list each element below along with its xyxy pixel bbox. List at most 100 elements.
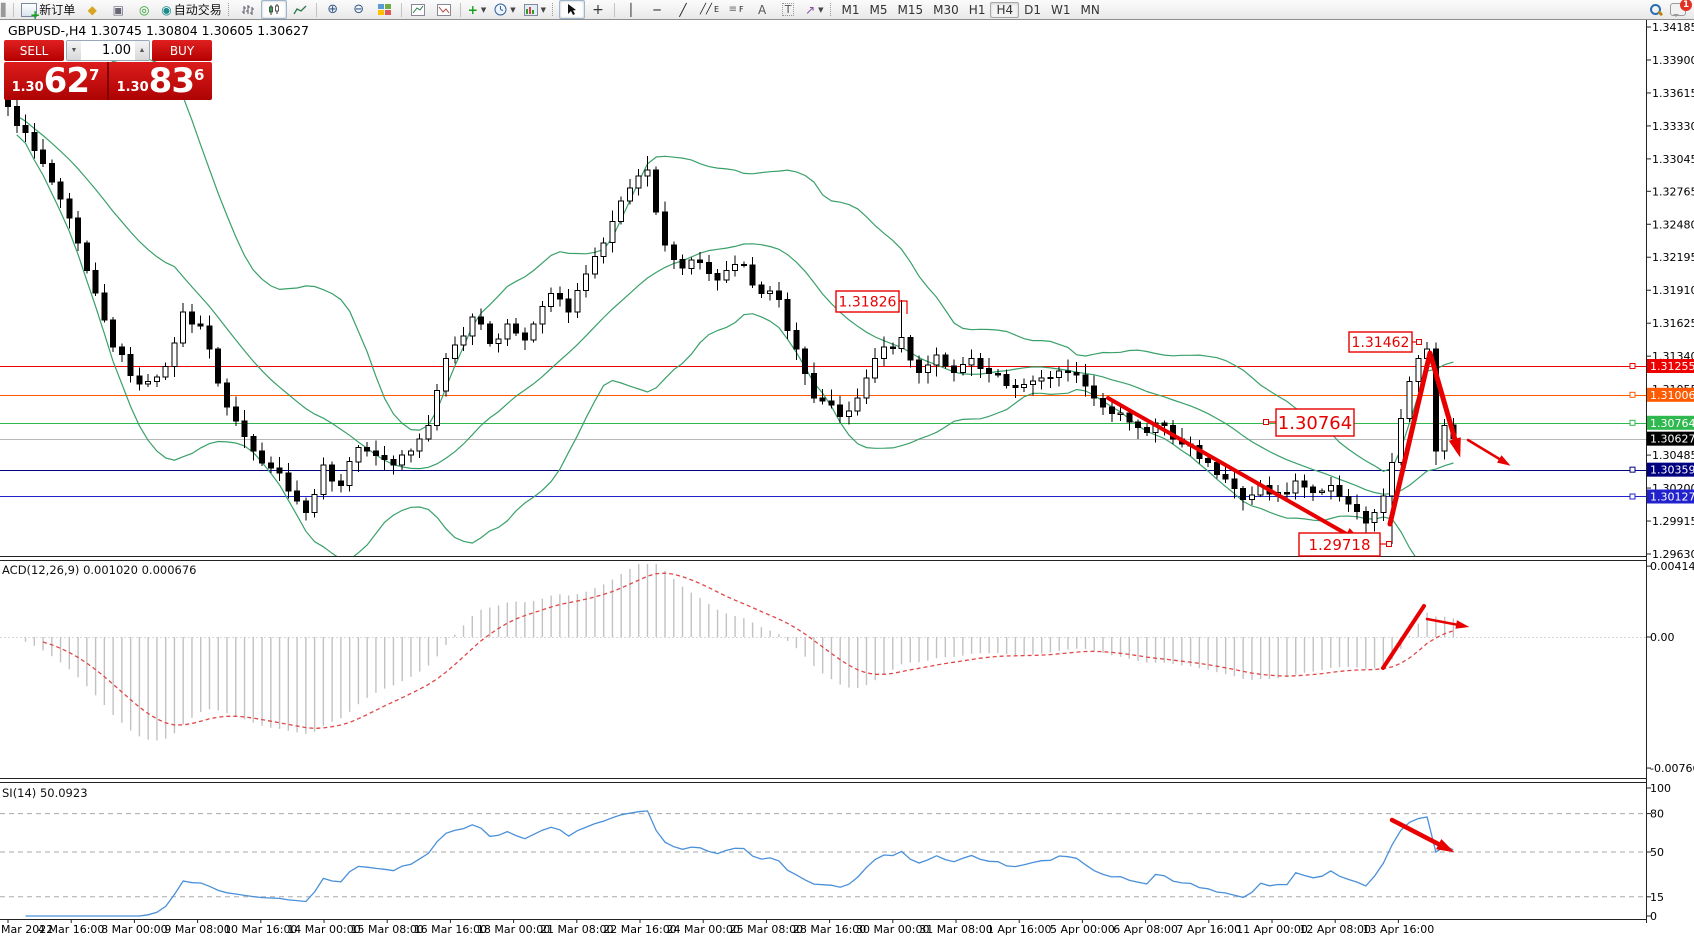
panel-borders	[0, 19, 1647, 923]
new-order-button[interactable]: + 新订单	[17, 0, 79, 21]
sell-button[interactable]: SELL	[4, 40, 64, 61]
timeframe-m15[interactable]: M15	[897, 2, 924, 17]
text-button[interactable]: A	[757, 2, 767, 17]
svg-text:4 Mar 16:00: 4 Mar 16:00	[38, 923, 104, 936]
arrowhead	[1455, 620, 1470, 629]
svg-text:1.33330: 1.33330	[1652, 120, 1694, 133]
template-icon	[523, 3, 538, 16]
text-label-button[interactable]: T	[775, 0, 801, 19]
data-window-button[interactable]	[405, 0, 431, 19]
navigator-button[interactable]	[431, 0, 457, 19]
timeframe-m30[interactable]: M30	[933, 2, 959, 17]
timeframe-m1[interactable]: M1	[841, 2, 860, 17]
search-icon[interactable]	[1649, 3, 1664, 16]
candlestick-chart-button[interactable]	[260, 0, 287, 19]
period-button[interactable]: ▼	[490, 0, 519, 19]
arrowhead	[1436, 839, 1455, 853]
timeframe-mn[interactable]: MN	[1080, 2, 1100, 17]
fibonacci-icon: ≡	[728, 3, 737, 15]
arrow-tools-icon: ↗	[805, 2, 816, 17]
market-watch-icon: ◆	[87, 2, 97, 17]
svg-text:0: 0	[1650, 910, 1657, 923]
svg-text:1.31625: 1.31625	[1652, 317, 1694, 330]
tile-windows-button[interactable]	[372, 0, 398, 19]
volume-stepper: ▼ ▲	[66, 40, 150, 61]
price-axis[interactable]: 1.34185 1.33900 1.33615 1.33330 1.33045 1.327…	[1629, 21, 1694, 561]
svg-text:1.33900: 1.33900	[1652, 54, 1694, 67]
crosshair-button[interactable]: +	[585, 0, 611, 19]
signals-button[interactable]: ◎	[131, 0, 157, 19]
fibonacci-button[interactable]: ≡ F	[728, 3, 744, 15]
arrow-tools-button[interactable]: ↗ ▼	[801, 0, 827, 19]
price-lines[interactable]	[0, 365, 1646, 498]
candlestick-chart-icon	[268, 3, 279, 15]
svg-text:1.31910: 1.31910	[1652, 284, 1694, 297]
svg-text:16 Mar 16:00: 16 Mar 16:00	[414, 923, 487, 936]
svg-text:1.33615: 1.33615	[1652, 87, 1694, 100]
volume-input[interactable]	[81, 41, 135, 60]
trend-arrow	[1387, 350, 1461, 527]
volume-decrease-button[interactable]: ▼	[67, 41, 81, 60]
svg-text:1.34185: 1.34185	[1652, 21, 1694, 34]
clock-icon	[494, 3, 507, 16]
navigator-icon	[436, 3, 451, 16]
bar-chart-button[interactable]	[235, 0, 261, 19]
timeframe-w1[interactable]: W1	[1051, 2, 1071, 17]
zoom-in-button[interactable]: ⊕	[320, 0, 346, 19]
svg-text:1.30127: 1.30127	[1650, 490, 1694, 503]
channel-icon: ╱╱	[699, 3, 713, 15]
svg-text:1.31255: 1.31255	[1650, 360, 1694, 373]
data-window-icon	[410, 3, 425, 16]
svg-text:12 Apr 08:00: 12 Apr 08:00	[1299, 923, 1371, 936]
svg-text:31 Mar 08:00: 31 Mar 08:00	[919, 923, 992, 936]
line-chart-button[interactable]	[287, 0, 313, 19]
svg-text:18 Mar 00:00: 18 Mar 00:00	[477, 923, 550, 936]
line-chart-icon	[293, 5, 307, 14]
timeframe-h1[interactable]: H1	[968, 2, 986, 17]
notifications-icon[interactable]: 1	[1670, 0, 1692, 17]
timeframe-d1[interactable]: D1	[1024, 2, 1042, 17]
trendline-icon: ╱	[679, 2, 687, 17]
dropdown-caret-icon: ▼	[818, 5, 824, 14]
zoom-out-button[interactable]: ⊖	[346, 0, 372, 19]
toolbar-separator	[13, 2, 15, 17]
svg-text:1.29630: 1.29630	[1652, 548, 1694, 561]
svg-text:1.32195: 1.32195	[1652, 251, 1694, 264]
annotations[interactable]: 1.31826 1.31462 1.30764 1.29718	[835, 290, 1511, 853]
template-button[interactable]: ▼	[520, 0, 550, 19]
add-indicator-button[interactable]: + ▼	[464, 0, 490, 19]
toolbar-handle	[227, 3, 232, 16]
timeframe-h4[interactable]: H4	[990, 1, 1020, 18]
svg-text:6 Apr 08:00: 6 Apr 08:00	[1113, 923, 1178, 936]
svg-text:10 Mar 16:00: 10 Mar 16:00	[224, 923, 297, 936]
rsi-axis: 100 80 50 15 0	[1646, 782, 1671, 923]
buy-price[interactable]: 1.30 83 6	[116, 61, 205, 101]
market-watch-button[interactable]: ◆	[79, 0, 105, 19]
arrowhead	[1497, 455, 1511, 466]
trend-arrow	[1106, 396, 1359, 542]
svg-text:7 Apr 16:00: 7 Apr 16:00	[1176, 923, 1241, 936]
sell-price[interactable]: 1.30 62 7	[11, 61, 100, 101]
horizontal-line-button[interactable]: ─	[644, 0, 670, 19]
channel-button[interactable]: ╱╱ E	[699, 3, 720, 15]
volume-increase-button[interactable]: ▲	[135, 41, 149, 60]
terminal-button[interactable]: ▣	[105, 0, 131, 19]
svg-text:14 Mar 00:00: 14 Mar 00:00	[287, 923, 360, 936]
toolbar-handle	[551, 3, 556, 16]
autotrade-button[interactable]: ◉ 自动交易	[161, 2, 222, 17]
cursor-button[interactable]	[558, 0, 585, 19]
trendline-button[interactable]: ╱	[670, 0, 696, 19]
svg-text:100: 100	[1650, 782, 1671, 795]
horizontal-line-icon: ─	[653, 2, 661, 17]
vertical-line-button[interactable]: │	[618, 0, 644, 19]
chart-title: GBPUSD-,H4 1.30745 1.30804 1.30605 1.306…	[8, 23, 310, 38]
timeframe-m5[interactable]: M5	[869, 2, 888, 17]
svg-text:1.30485: 1.30485	[1652, 449, 1694, 462]
toolbar-separator	[400, 2, 402, 17]
zoom-out-icon: ⊖	[353, 2, 365, 17]
buy-button[interactable]: BUY	[152, 40, 212, 61]
svg-text:Mar 2022: Mar 2022	[1, 923, 53, 936]
cursor-icon	[568, 4, 577, 15]
